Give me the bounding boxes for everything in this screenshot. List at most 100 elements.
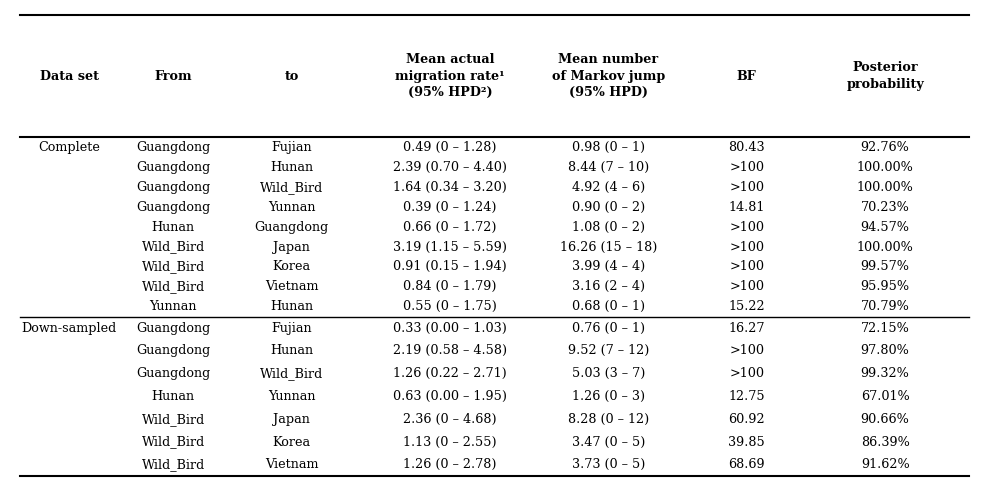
Text: 0.84 (0 – 1.79): 0.84 (0 – 1.79) [404,280,496,293]
Text: >100: >100 [729,280,764,293]
Text: Vietnam: Vietnam [265,280,318,293]
Text: 3.47 (0 – 5): 3.47 (0 – 5) [572,436,645,449]
Text: 0.90 (0 – 2): 0.90 (0 – 2) [572,201,645,214]
Text: From: From [154,70,192,82]
Text: Hunan: Hunan [151,390,195,403]
Text: Japan: Japan [273,241,311,253]
Text: 16.27: 16.27 [729,322,764,334]
Text: 16.26 (15 – 18): 16.26 (15 – 18) [560,241,657,253]
Text: 15.22: 15.22 [728,300,765,313]
Text: 8.28 (0 – 12): 8.28 (0 – 12) [568,413,649,426]
Text: >100: >100 [729,241,764,253]
Text: Wild_Bird: Wild_Bird [141,241,205,253]
Text: 0.91 (0.15 – 1.94): 0.91 (0.15 – 1.94) [393,260,507,273]
Text: Fujian: Fujian [271,322,313,334]
Text: Guangdong: Guangdong [135,161,211,174]
Text: Mean number
of Markov jump
(95% HPD): Mean number of Markov jump (95% HPD) [552,53,665,99]
Text: 1.26 (0.22 – 2.71): 1.26 (0.22 – 2.71) [393,367,507,380]
Text: 0.76 (0 – 1): 0.76 (0 – 1) [572,322,645,334]
Text: 14.81: 14.81 [729,201,764,214]
Text: Guangdong: Guangdong [135,201,211,214]
Text: Guangdong: Guangdong [254,220,329,234]
Text: Guangdong: Guangdong [135,141,211,154]
Text: 99.32%: 99.32% [860,367,910,380]
Text: >100: >100 [729,161,764,174]
Text: Guangdong: Guangdong [135,344,211,357]
Text: 3.16 (2 – 4): 3.16 (2 – 4) [572,280,645,293]
Text: 72.15%: 72.15% [860,322,910,334]
Text: Wild_Bird: Wild_Bird [141,260,205,273]
Text: 5.03 (3 – 7): 5.03 (3 – 7) [572,367,645,380]
Text: 100.00%: 100.00% [856,161,914,174]
Text: Yunnan: Yunnan [149,300,197,313]
Text: Wild_Bird: Wild_Bird [141,413,205,426]
Text: 0.98 (0 – 1): 0.98 (0 – 1) [572,141,645,154]
Text: Wild_Bird: Wild_Bird [141,436,205,449]
Text: >100: >100 [729,367,764,380]
Text: Complete: Complete [39,141,100,154]
Text: Wild_Bird: Wild_Bird [260,367,323,380]
Text: 1.13 (0 – 2.55): 1.13 (0 – 2.55) [404,436,496,449]
Text: 90.66%: 90.66% [860,413,910,426]
Text: >100: >100 [729,220,764,234]
Text: 68.69: 68.69 [728,459,765,471]
Text: Hunan: Hunan [270,344,314,357]
Text: 99.57%: 99.57% [860,260,910,273]
Text: >100: >100 [729,344,764,357]
Text: 70.23%: 70.23% [860,201,910,214]
Text: 0.68 (0 – 1): 0.68 (0 – 1) [572,300,645,313]
Text: Korea: Korea [273,436,311,449]
Text: 0.39 (0 – 1.24): 0.39 (0 – 1.24) [404,201,496,214]
Text: 100.00%: 100.00% [856,241,914,253]
Text: Guangdong: Guangdong [135,322,211,334]
Text: 2.36 (0 – 4.68): 2.36 (0 – 4.68) [404,413,496,426]
Text: 3.99 (4 – 4): 3.99 (4 – 4) [572,260,645,273]
Text: Yunnan: Yunnan [268,390,315,403]
Text: Fujian: Fujian [271,141,313,154]
Text: Hunan: Hunan [270,300,314,313]
Text: 2.19 (0.58 – 4.58): 2.19 (0.58 – 4.58) [393,344,507,357]
Text: 80.43: 80.43 [728,141,765,154]
Text: 0.55 (0 – 1.75): 0.55 (0 – 1.75) [404,300,496,313]
Text: 0.66 (0 – 1.72): 0.66 (0 – 1.72) [404,220,496,234]
Text: Posterior
probability: Posterior probability [847,61,924,91]
Text: >100: >100 [729,260,764,273]
Text: 1.26 (0 – 3): 1.26 (0 – 3) [572,390,645,403]
Text: 1.26 (0 – 2.78): 1.26 (0 – 2.78) [404,459,496,471]
Text: Guangdong: Guangdong [135,367,211,380]
Text: 91.62%: 91.62% [860,459,910,471]
Text: Hunan: Hunan [270,161,314,174]
Text: 12.75: 12.75 [728,390,765,403]
Text: 0.63 (0.00 – 1.95): 0.63 (0.00 – 1.95) [393,390,507,403]
Text: 67.01%: 67.01% [860,390,910,403]
Text: Yunnan: Yunnan [268,201,315,214]
Text: Wild_Bird: Wild_Bird [141,280,205,293]
Text: >100: >100 [729,181,764,194]
Text: 94.57%: 94.57% [860,220,910,234]
Text: Vietnam: Vietnam [265,459,318,471]
Text: 97.80%: 97.80% [860,344,910,357]
Text: Mean actual
migration rate¹
(95% HPD²): Mean actual migration rate¹ (95% HPD²) [396,53,504,99]
Text: 0.49 (0 – 1.28): 0.49 (0 – 1.28) [404,141,496,154]
Text: Korea: Korea [273,260,311,273]
Text: 3.19 (1.15 – 5.59): 3.19 (1.15 – 5.59) [393,241,507,253]
Text: Wild_Bird: Wild_Bird [260,181,323,194]
Text: 86.39%: 86.39% [860,436,910,449]
Text: 100.00%: 100.00% [856,181,914,194]
Text: Down-sampled: Down-sampled [22,322,117,334]
Text: 70.79%: 70.79% [860,300,910,313]
Text: 4.92 (4 – 6): 4.92 (4 – 6) [572,181,645,194]
Text: Wild_Bird: Wild_Bird [141,459,205,471]
Text: Japan: Japan [273,413,311,426]
Text: BF: BF [737,70,757,82]
Text: 92.76%: 92.76% [860,141,910,154]
Text: 95.95%: 95.95% [860,280,910,293]
Text: 3.73 (0 – 5): 3.73 (0 – 5) [572,459,645,471]
Text: 8.44 (7 – 10): 8.44 (7 – 10) [568,161,649,174]
Text: Hunan: Hunan [151,220,195,234]
Text: 9.52 (7 – 12): 9.52 (7 – 12) [568,344,649,357]
Text: 39.85: 39.85 [728,436,765,449]
Text: 1.08 (0 – 2): 1.08 (0 – 2) [572,220,645,234]
Text: 60.92: 60.92 [728,413,765,426]
Text: Guangdong: Guangdong [135,181,211,194]
